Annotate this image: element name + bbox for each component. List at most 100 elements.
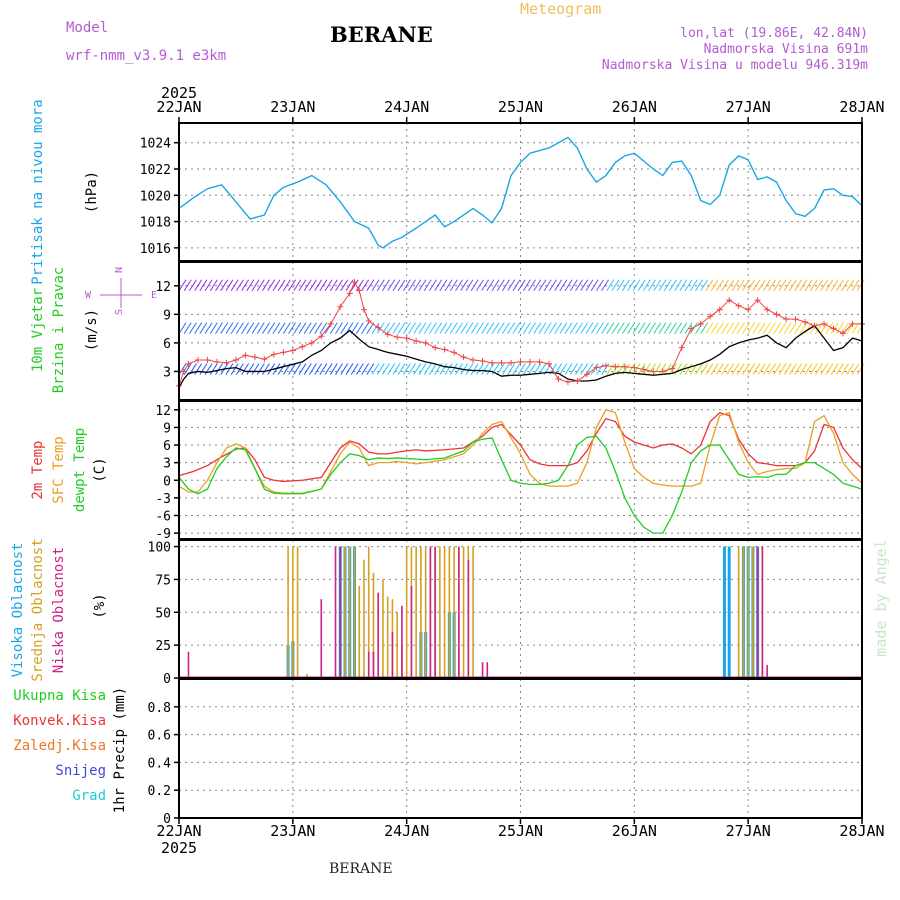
gust-marker — [678, 344, 685, 351]
wind-barb — [413, 363, 422, 375]
temp-label-1: 2m Temp — [30, 440, 46, 499]
wind-barb — [262, 322, 270, 334]
wind-barb — [564, 363, 573, 375]
wind-barb — [721, 322, 730, 334]
wind-barb — [262, 363, 270, 375]
wind-barb — [387, 322, 396, 334]
wind-barb — [642, 322, 651, 334]
wind-barb — [491, 322, 500, 334]
x-date-label-top: 26JAN — [612, 98, 657, 116]
wind-barb — [251, 279, 260, 292]
wind-barb — [731, 322, 740, 334]
wind-barb — [366, 363, 375, 375]
wind-barb — [601, 322, 610, 334]
wind-barb — [606, 363, 615, 375]
wind-barb — [272, 322, 281, 334]
gust-marker — [583, 371, 590, 378]
panel-frame — [178, 122, 863, 262]
gust-marker — [811, 322, 818, 329]
compass-e: E — [151, 290, 157, 301]
wind-barb — [721, 279, 730, 292]
wind-barb — [559, 279, 568, 292]
wind-barb — [622, 322, 630, 334]
wind-barb — [648, 279, 656, 292]
gust-marker — [251, 354, 258, 361]
wind-barb — [496, 363, 505, 375]
wind-barb — [747, 279, 756, 292]
gust-marker — [783, 316, 790, 323]
wind-barb — [345, 363, 354, 375]
y-tick-label: 6 — [163, 337, 171, 352]
wind-barb — [679, 322, 688, 334]
elevation-text: Nadmorska Visina 691m — [703, 42, 868, 57]
series-line-2m-temp — [178, 412, 863, 483]
y-tick-label: 50 — [155, 606, 171, 621]
wind-barb — [705, 363, 714, 375]
gust-marker — [745, 306, 752, 313]
x-date-label-bottom: 26JAN — [612, 822, 657, 840]
wind-barb — [329, 363, 338, 375]
wind-barb — [533, 322, 542, 334]
wind-barb — [789, 363, 797, 375]
wind-barb — [705, 279, 714, 292]
wind-barb — [199, 322, 208, 334]
wind-barb — [246, 322, 255, 334]
wind-barb — [830, 279, 839, 292]
wind-barb — [611, 279, 620, 292]
wind-barb — [256, 279, 265, 292]
gust-marker — [508, 359, 515, 366]
x-year-bottom: 2025 — [161, 839, 197, 857]
wind-barb — [799, 279, 808, 292]
wind-barb — [752, 279, 761, 292]
wind-barb — [298, 322, 307, 334]
wind-barb — [611, 322, 620, 334]
wind-barb — [465, 279, 474, 292]
wind-barb — [481, 279, 490, 292]
wind-barb — [705, 322, 714, 334]
wind-barb — [361, 322, 370, 334]
wind-barb — [663, 279, 672, 292]
wind-barb — [559, 322, 568, 334]
y-tick-label: -9 — [155, 527, 171, 542]
wind-barb — [575, 322, 583, 334]
wind-barb — [194, 322, 203, 334]
wind-barb — [475, 279, 484, 292]
wind-barb — [820, 322, 829, 334]
wind-barb — [314, 279, 323, 292]
wind-barb — [710, 363, 719, 375]
wind-barb — [564, 279, 573, 292]
wind-barb — [752, 363, 761, 375]
wind-barb — [366, 322, 375, 334]
wind-barb — [225, 363, 234, 375]
x-date-label-bottom: 23JAN — [270, 822, 315, 840]
wind-barb — [267, 279, 276, 292]
wind-barb — [366, 279, 375, 292]
cloud-label-1: Visoka Oblacnost — [10, 543, 26, 678]
wind-barb — [303, 363, 312, 375]
pressure-label: Pritisak na nivou mora — [30, 99, 46, 284]
wind-barb — [549, 322, 557, 334]
wind-barb — [319, 279, 328, 292]
x-date-label-top: 28JAN — [839, 98, 884, 116]
wind-barb — [355, 279, 364, 292]
gust-marker — [413, 337, 420, 344]
wind-barb — [585, 322, 594, 334]
wind-barb — [225, 279, 234, 292]
gust-marker — [280, 349, 287, 356]
y-tick-label: 1020 — [140, 189, 171, 204]
cloud-label-2: Srednja Oblacnost — [30, 538, 46, 681]
model-label: Model — [66, 20, 109, 36]
wind-barb — [449, 279, 458, 292]
wind-barb — [282, 322, 291, 334]
gust-marker — [375, 324, 382, 331]
wind-barb — [194, 363, 203, 375]
wind-barb — [783, 279, 792, 292]
wind-barb — [569, 279, 578, 292]
panel-frame — [178, 400, 863, 540]
wind-barb — [418, 322, 427, 334]
wind-barb — [820, 363, 829, 375]
y-tick-label: 12 — [155, 404, 171, 419]
gust-marker — [707, 313, 714, 320]
wind-barb — [825, 363, 834, 375]
